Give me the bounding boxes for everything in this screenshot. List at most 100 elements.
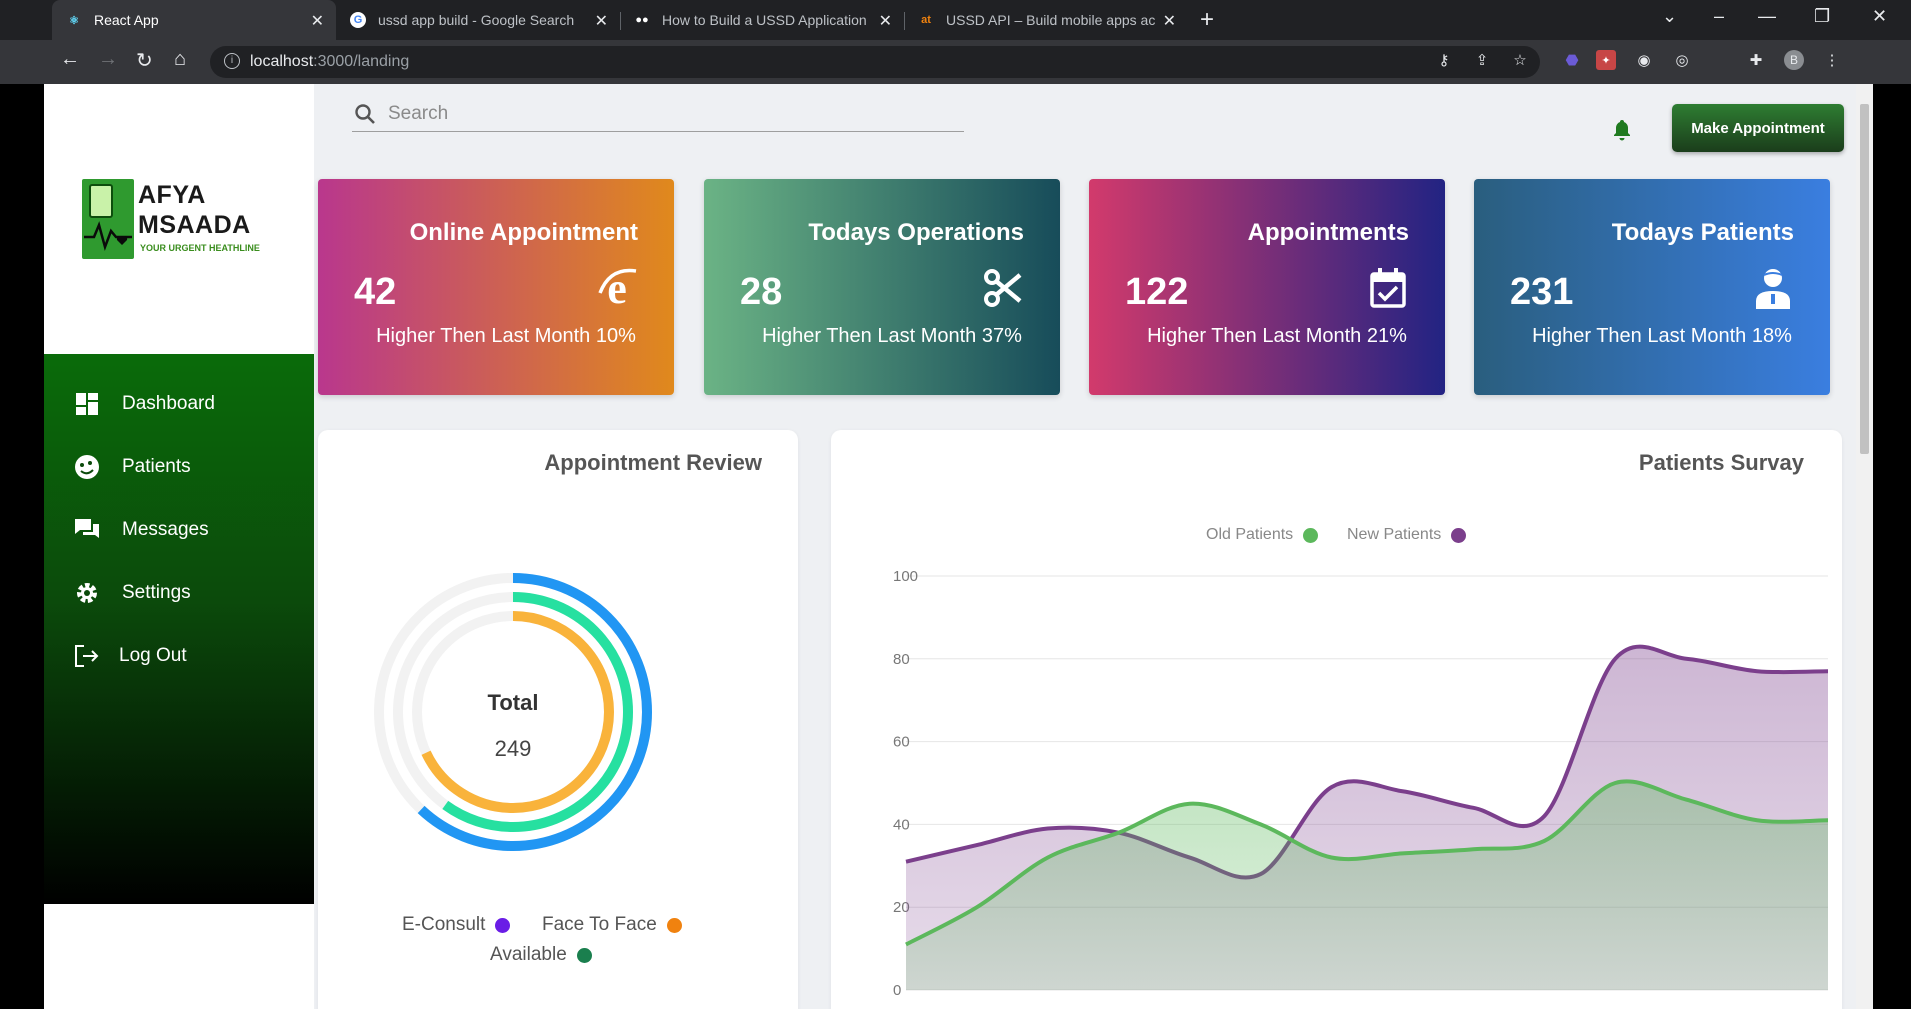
react-icon: ⚛ [69, 14, 79, 27]
scissors-icon [982, 267, 1024, 309]
close-window-icon[interactable]: ✕ [1872, 6, 1888, 26]
tab-google-search[interactable]: G ussd app build - Google Search ✕ [336, 0, 620, 40]
legend-new-patients: New Patients [1347, 526, 1467, 544]
calendar-check-icon [1367, 267, 1409, 309]
site-info-icon[interactable]: i [224, 53, 240, 69]
browser-tab-bar: ⚛ React App ✕ G ussd app build - Google … [0, 0, 1911, 40]
legend-face-to-face: Face To Face [542, 914, 682, 936]
minimize-window-icon[interactable]: — [1758, 6, 1776, 26]
africastalking-icon: at [921, 14, 931, 26]
area-fill-old-patients [906, 781, 1828, 990]
main-content: Make Appointment Online Appointment 42 e… [314, 84, 1856, 1009]
face-to-face-dot [666, 917, 682, 933]
legend-available: Available [490, 944, 592, 966]
close-tab-icon[interactable]: ✕ [594, 13, 608, 30]
legend-econsult: E-Consult [402, 914, 511, 936]
tab-react-app[interactable]: ⚛ React App ✕ [52, 0, 336, 40]
extension-target-icon[interactable]: ◎ [1675, 52, 1689, 69]
close-tab-icon[interactable]: ✕ [878, 13, 892, 30]
forward-icon[interactable]: → [98, 48, 118, 70]
tab-medium-article[interactable]: ●● How to Build a USSD Application ✕ [635, 12, 892, 30]
logo-area: AFYA MSAADA YOUR URGENT HEATHLINE [44, 84, 314, 354]
close-tab-icon[interactable]: ✕ [1162, 13, 1176, 30]
stat-card-todays-patients: Todays Patients 231 Higher Then Last Mon… [1474, 179, 1830, 395]
gear-icon [74, 580, 100, 606]
sidebar-footer [44, 904, 314, 1009]
make-appointment-button[interactable]: Make Appointment [1672, 104, 1844, 152]
radial-center-value: 249 [495, 736, 532, 761]
econsult-dot [495, 917, 511, 933]
bookmark-star-icon[interactable]: ☆ [1513, 52, 1527, 69]
y-tick-label: 0 [893, 982, 901, 999]
restore-window-icon[interactable]: ❐ [1814, 6, 1831, 26]
patient-face-icon [74, 454, 100, 480]
browser-menu-icon[interactable]: ⋮ [1824, 52, 1840, 69]
chat-icon [74, 517, 100, 543]
stat-card-todays-operations: Todays Operations 28 Higher Then Last Mo… [704, 179, 1060, 395]
doctor-icon [1752, 267, 1794, 309]
address-bar[interactable]: i localhost:3000/landing [210, 46, 1540, 78]
y-tick-label: 20 [893, 899, 910, 916]
ring-outer [374, 573, 652, 851]
patients-survey-title: Patients Survay [1638, 450, 1804, 475]
tab-separator [620, 12, 621, 30]
search-input[interactable] [388, 102, 928, 125]
home-icon[interactable]: ⌂ [174, 48, 187, 70]
radial-center-label: Total [488, 690, 539, 715]
reload-icon[interactable]: ↻ [136, 50, 153, 72]
scrollbar-thumb[interactable] [1860, 104, 1869, 454]
search-bar [352, 96, 964, 132]
new-tab-icon[interactable]: + [1200, 6, 1215, 33]
ring-middle [393, 592, 633, 832]
appointment-review-panel: Appointment Review Total 249 E-Consult Fa… [318, 430, 798, 1009]
y-tick-label: 60 [893, 734, 910, 751]
ie-icon: e [596, 267, 638, 309]
y-tick-label: 80 [893, 651, 910, 668]
appointment-review-title: Appointment Review [544, 450, 762, 475]
stat-card-appointments: Appointments 122 Higher Then Last Month … [1089, 179, 1445, 395]
page-scrollbar[interactable] [1856, 84, 1873, 1009]
appointment-radial-chart: Total 249 [374, 573, 652, 851]
dashboard-icon [74, 391, 100, 417]
sidebar-item-dashboard[interactable]: Dashboard [74, 384, 215, 424]
series-line-old-patients [905, 779, 1829, 947]
key-icon[interactable]: ⚷ [1438, 52, 1450, 69]
medium-icon: ●● [635, 14, 649, 26]
ring-inner [412, 611, 614, 813]
extension-shield-icon[interactable]: ⬣ [1565, 52, 1579, 69]
afya-msaada-logo: AFYA MSAADA YOUR URGENT HEATHLINE [82, 179, 262, 264]
bell-icon[interactable] [1610, 118, 1634, 142]
sidebar: Dashboard Patients Messages Settings Log… [44, 354, 314, 904]
tab-separator [904, 12, 905, 30]
extension-spy-icon[interactable]: ◉ [1637, 52, 1651, 69]
close-tab-icon[interactable]: ✕ [310, 13, 324, 30]
sidebar-item-settings[interactable]: Settings [74, 573, 191, 613]
y-tick-label: 40 [893, 816, 910, 833]
logo-mark [82, 179, 134, 259]
stat-card-online-appointment: Online Appointment 42 e Higher Then Last… [318, 179, 674, 395]
tab-search-icon[interactable]: ⌄ [1662, 6, 1678, 26]
new-patients-dot [1451, 527, 1467, 543]
minimize-icon[interactable]: – [1714, 6, 1725, 26]
tab-ussd-api[interactable]: at USSD API – Build mobile apps ac ✕ [904, 0, 1188, 40]
series-line-new-patients [905, 644, 1829, 880]
window-edge [1873, 84, 1911, 1009]
sidebar-item-patients[interactable]: Patients [74, 447, 191, 487]
patients-survey-area-chart: 0 20 40 60 80 100 [893, 568, 1829, 999]
back-icon[interactable]: ← [60, 48, 80, 70]
profile-avatar[interactable]: B [1784, 50, 1804, 70]
available-dot [576, 947, 592, 963]
legend-old-patients: Old Patients [1206, 526, 1319, 544]
extensions-puzzle-icon[interactable]: ✚ [1749, 52, 1763, 69]
browser-toolbar: ← → ↻ ⌂ i localhost:3000/landing [0, 40, 1911, 84]
sidebar-item-logout[interactable]: Log Out [74, 636, 187, 676]
patients-survey-panel: Patients Survay Old Patients New Patient… [831, 430, 1842, 1009]
extension-red-icon[interactable]: ✦ [1596, 50, 1616, 70]
search-icon [355, 103, 375, 124]
old-patients-dot [1303, 527, 1319, 543]
google-icon: G [350, 12, 366, 28]
logout-icon [74, 643, 100, 669]
app-page: AFYA MSAADA YOUR URGENT HEATHLINE Dashbo… [44, 84, 1856, 1009]
share-icon[interactable]: ⇪ [1475, 52, 1489, 69]
sidebar-item-messages[interactable]: Messages [74, 510, 209, 550]
